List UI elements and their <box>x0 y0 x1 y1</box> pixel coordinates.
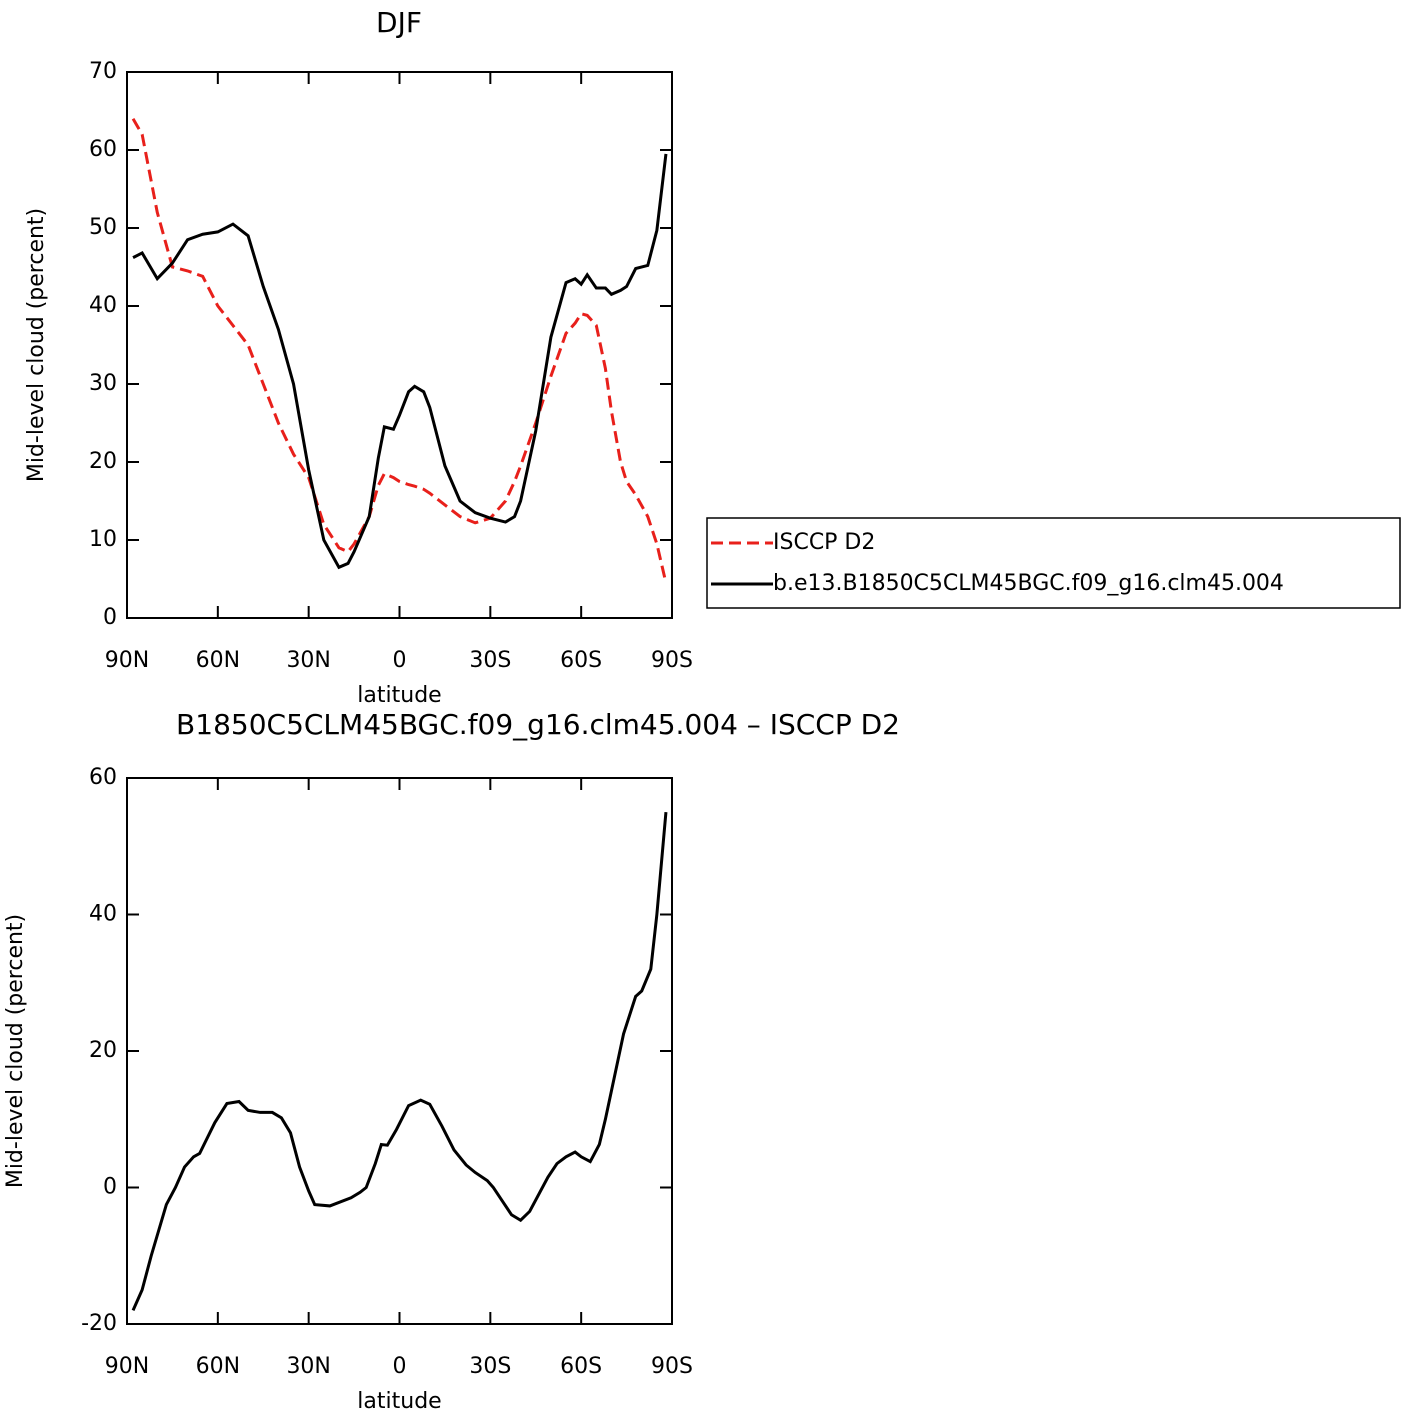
y-tick-label: -20 <box>81 1311 117 1336</box>
x-tick-label: 0 <box>393 648 407 673</box>
x-tick-label: 30N <box>286 1354 330 1379</box>
x-tick-label: 60N <box>196 648 240 673</box>
x-tick-label: 0 <box>393 1354 407 1379</box>
series-line <box>131 118 668 584</box>
x-tick-label: 30S <box>469 1354 511 1379</box>
chart-title: DJF <box>376 6 422 39</box>
x-tick-label: 90S <box>651 1354 693 1379</box>
x-tick-label: 90N <box>105 648 149 673</box>
y-tick-label: 0 <box>103 605 117 630</box>
chart-title: B1850C5CLM45BGC.f09_g16.clm45.004 – ISCC… <box>176 708 900 741</box>
x-tick-label: 90S <box>651 648 693 673</box>
series-line <box>131 811 668 1311</box>
y-tick-label: 10 <box>89 527 117 552</box>
y-tick-label: 70 <box>89 59 117 84</box>
y-tick-label: 40 <box>89 293 117 318</box>
y-axis-label: Mid-level cloud (percent) <box>3 914 28 1188</box>
y-tick-label: 30 <box>89 371 117 396</box>
y-tick-label: 20 <box>89 1038 117 1063</box>
plot-frame <box>126 777 673 1325</box>
series-line <box>132 153 668 570</box>
y-tick-label: 0 <box>103 1175 117 1200</box>
x-axis-label: latitude <box>357 1389 441 1414</box>
y-axis-label: Mid-level cloud (percent) <box>24 208 49 482</box>
x-axis-label: latitude <box>357 683 441 708</box>
x-tick-label: 30N <box>286 648 330 673</box>
y-tick-label: 50 <box>89 215 117 240</box>
x-tick-label: 30S <box>469 648 511 673</box>
x-tick-label: 60S <box>560 1354 602 1379</box>
legend-box <box>706 517 1401 609</box>
legend-label: ISCCP D2 <box>773 530 875 555</box>
plot-frame <box>126 71 673 619</box>
x-tick-label: 90N <box>105 1354 149 1379</box>
y-tick-label: 60 <box>89 765 117 790</box>
y-tick-label: 20 <box>89 449 117 474</box>
x-tick-label: 60N <box>196 1354 240 1379</box>
legend-label: b.e13.B1850C5CLM45BGC.f09_g16.clm45.004 <box>773 571 1284 596</box>
x-tick-label: 60S <box>560 648 602 673</box>
y-tick-label: 40 <box>89 902 117 927</box>
y-tick-label: 60 <box>89 137 117 162</box>
